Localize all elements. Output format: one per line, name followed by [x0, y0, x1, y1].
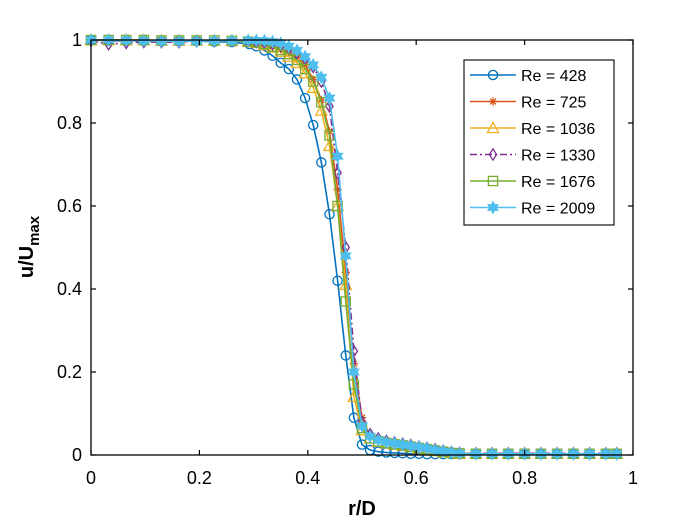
data-point	[610, 446, 623, 461]
data-point	[534, 446, 547, 461]
data-point	[429, 443, 442, 457]
data-point	[331, 149, 344, 164]
y-tick-label: 0.8	[57, 113, 82, 133]
legend-box	[463, 59, 615, 226]
data-point	[275, 57, 286, 69]
data-point	[299, 92, 311, 104]
y-axis-label: u/Umax	[16, 215, 43, 278]
data-point	[266, 34, 279, 49]
data-point	[583, 446, 596, 461]
y-tick-label: 0.6	[57, 196, 82, 216]
data-point	[307, 119, 319, 131]
data-point	[380, 435, 393, 450]
legend-marker	[488, 97, 498, 106]
legend-item: Re = 2009	[470, 201, 595, 218]
legend-item: Re = 1676	[470, 174, 595, 191]
legend-marker	[486, 121, 500, 134]
data-point	[307, 76, 319, 87]
data-point	[290, 43, 303, 58]
data-point	[372, 433, 385, 448]
data-point	[291, 74, 303, 85]
legend-item: Re = 1330	[470, 148, 595, 165]
y-tick-label: 0.4	[57, 279, 82, 299]
data-point	[486, 446, 499, 461]
data-point	[316, 97, 327, 108]
y-tick-label: 0	[72, 445, 82, 465]
legend-label: Re = 1036	[521, 121, 595, 138]
x-tick-label: 0	[86, 468, 96, 488]
data-point	[258, 33, 271, 48]
data-point	[551, 446, 564, 461]
data-point	[349, 344, 359, 359]
legend-marker	[488, 147, 498, 162]
data-point	[356, 439, 368, 450]
series-6	[84, 33, 623, 461]
y-tick-label: 1	[72, 30, 82, 50]
data-point	[307, 57, 320, 72]
plot-frame	[90, 39, 634, 456]
data-point	[322, 138, 337, 152]
legend: Re = 428 Re = 725 Re = 1036 Re = 1330 Re = 1…	[463, 59, 615, 226]
data-point	[445, 445, 458, 460]
legend-marker	[486, 200, 500, 215]
data-point	[339, 248, 352, 263]
data-point	[137, 33, 150, 48]
x-axis-label: r/D	[348, 498, 376, 520]
data-point	[332, 275, 343, 286]
data-point	[340, 296, 351, 307]
data-point	[437, 444, 450, 459]
data-point	[325, 99, 334, 114]
data-point	[283, 63, 295, 75]
data-point	[347, 365, 360, 379]
data-point	[314, 103, 329, 116]
legend-label: Re = 725	[521, 95, 586, 112]
legend-marker	[487, 175, 499, 187]
data-point	[364, 429, 377, 444]
data-point	[324, 209, 335, 220]
legend-item: Re = 428	[470, 68, 586, 85]
data-point	[404, 438, 417, 453]
x-tick-label: 1	[628, 468, 638, 488]
x-tick-label: 0.6	[404, 468, 429, 488]
legend-label: Re = 2009	[521, 201, 595, 218]
legend-marker	[487, 69, 499, 81]
data-point	[225, 33, 238, 48]
y-axis-label-subscript: max	[26, 215, 43, 246]
legend-item: Re = 725	[470, 95, 586, 112]
legend-item: Re = 1036	[470, 121, 595, 138]
data-point	[315, 70, 328, 85]
y-tick-label: 0.2	[57, 362, 82, 382]
data-point	[502, 446, 515, 461]
data-point	[299, 49, 312, 64]
x-tick-label: 0.8	[512, 468, 537, 488]
data-point	[323, 91, 336, 106]
data-point	[373, 446, 384, 457]
axis-ticks: 0 0.2 0.4 0.6 0.8 1 0 0.2 0.4 0.6 0.8 1	[57, 30, 638, 488]
legend-label: Re = 1676	[521, 174, 595, 191]
data-point	[208, 33, 221, 48]
legend-label: Re = 428	[521, 68, 586, 85]
data-point	[173, 34, 186, 49]
data-point	[453, 446, 466, 461]
data-point	[348, 379, 360, 390]
x-tick-label: 0.4	[295, 468, 320, 488]
data-point	[412, 440, 425, 455]
series-line-6	[91, 39, 617, 455]
data-point	[396, 437, 409, 452]
data-point	[155, 34, 168, 49]
data-point	[469, 446, 482, 461]
x-tick-label: 0.2	[187, 468, 212, 488]
data-point	[333, 165, 342, 180]
data-point	[388, 436, 401, 451]
data-point	[282, 39, 295, 54]
legend-label: Re = 1330	[521, 148, 595, 165]
y-axis-label-main: u/U	[16, 246, 38, 278]
data-point	[355, 418, 369, 433]
data-point	[190, 34, 203, 49]
data-point	[316, 157, 327, 168]
data-point	[299, 63, 311, 75]
data-point	[567, 446, 580, 461]
